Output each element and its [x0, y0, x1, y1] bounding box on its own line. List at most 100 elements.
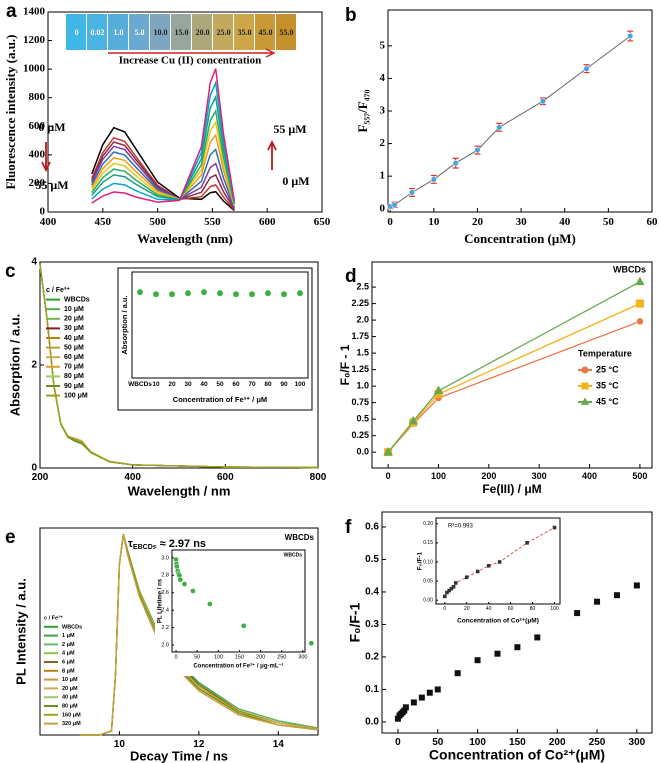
x-tick-label: 20 — [168, 381, 176, 388]
y-tick-label: 1400 — [23, 6, 46, 18]
y-tick-label: 0.20 — [423, 521, 433, 527]
panel-label: e — [5, 527, 16, 548]
x-tick-label: 200 — [32, 472, 49, 483]
annotation: 0 μM — [38, 120, 65, 134]
x-tick-label: 200 — [481, 471, 496, 481]
x-tick-label: 450 — [95, 216, 112, 228]
series-line — [91, 133, 236, 207]
data-point — [474, 657, 481, 664]
series-line — [387, 281, 641, 453]
legend-label: 35 °C — [596, 380, 619, 390]
data-point — [434, 686, 441, 693]
vial — [108, 14, 128, 50]
x-tick-label: 50 — [216, 381, 224, 388]
legend-label: 80 μM — [64, 373, 84, 380]
data-point — [264, 289, 272, 297]
x-tick-label: 50 — [432, 737, 444, 748]
vial — [213, 14, 233, 50]
data-point — [206, 601, 213, 607]
tau-symbol: τ — [128, 538, 133, 550]
data-point — [216, 289, 224, 297]
x-tick-label: 100 — [214, 655, 223, 661]
x-axis-label: Wavelength / nm — [128, 483, 231, 498]
x-tick-label: 150 — [235, 655, 244, 661]
x-tick-label: 250 — [277, 655, 286, 661]
data-point — [635, 299, 644, 308]
panel-label: f — [345, 517, 352, 538]
legend-marker — [580, 397, 590, 405]
y-axis-label: Absorption / a.u. — [120, 295, 129, 354]
y-tick-label: 0.00 — [423, 598, 433, 604]
x-axis-label: Concentration of Co²⁺(μM) — [457, 618, 539, 625]
plot-frame — [387, 9, 653, 213]
legend-label: 30 μM — [64, 325, 84, 332]
data-point — [433, 385, 444, 395]
legend-label: 70 μM — [64, 364, 84, 371]
y-tick-label: 1.0 — [356, 381, 369, 391]
x-tick-label: 400 — [40, 216, 57, 228]
x-tick-label: 70 — [248, 381, 256, 388]
y-axis-label: Fluorescence intensity (a.u.) — [3, 34, 18, 189]
data-point — [181, 581, 188, 587]
data-point — [410, 699, 417, 706]
data-point — [454, 670, 461, 677]
y-axis-label: F₀/F - 1 — [338, 344, 352, 385]
tau-subscript: EBCDs — [133, 544, 157, 551]
x-tick-label: 600 — [259, 216, 276, 228]
data-point — [442, 594, 447, 599]
inset-title: WBCDs — [284, 552, 303, 558]
data-point — [552, 525, 557, 530]
panel-label: b — [345, 5, 357, 26]
data-point — [451, 585, 456, 589]
vial-label: 0 — [75, 28, 79, 37]
vial-label: 0.02 — [91, 28, 105, 37]
x-tick-label: 300 — [532, 471, 547, 481]
series-line — [91, 145, 235, 209]
data-point — [497, 560, 502, 564]
x-axis-label: Concentration (μM) — [464, 231, 576, 246]
legend-label: 40 μM — [62, 695, 78, 701]
y-tick-label: 2.4 — [161, 608, 169, 614]
data-point — [525, 541, 529, 545]
annotation: 55 μM — [273, 122, 306, 136]
data-point — [474, 147, 481, 154]
vial — [150, 14, 170, 50]
x-tick-label: WBCDs — [128, 381, 152, 388]
data-point — [496, 124, 503, 131]
series-line — [39, 264, 319, 469]
data-point — [445, 590, 449, 595]
vial-label: 45.0 — [259, 28, 273, 37]
y-axis-label: F₀/F-1 — [347, 602, 363, 642]
panel-label: c — [5, 261, 16, 282]
legend-label: 90 μM — [64, 383, 84, 390]
legend-label: 60 μM — [64, 354, 84, 361]
x-axis-label: Concentration of Fe³⁺ / μg·mL⁻¹ — [193, 663, 283, 670]
y-tick-label: 1000 — [23, 63, 46, 75]
data-point — [280, 290, 288, 298]
x-tick-label: 80 — [264, 381, 272, 388]
y-axis-label: Absorption / a.u. — [7, 314, 22, 417]
y-tick-label: 3.0 — [161, 555, 169, 561]
legend-title: c / Fe³⁺ — [46, 287, 70, 294]
x-tick-label: 40 — [559, 216, 571, 228]
x-tick-label: 550 — [204, 216, 221, 228]
y-tick-label: 2.0 — [356, 314, 369, 324]
y-tick-label: 5 — [380, 39, 386, 51]
series-line — [79, 533, 319, 736]
plot-frame — [131, 271, 309, 379]
x-tick-label: 10 — [428, 216, 440, 228]
x-tick-label: 20 — [472, 216, 484, 228]
legend-label: 8 μM — [62, 668, 75, 674]
data-point — [449, 586, 454, 591]
x-tick-label: 14 — [273, 739, 285, 750]
data-point — [583, 65, 590, 72]
data-point — [594, 598, 601, 605]
panel-label: d — [345, 266, 357, 287]
y-tick-label: 0.1 — [365, 684, 379, 695]
data-point — [636, 317, 644, 326]
vial — [255, 14, 275, 50]
legend-label: WBCDs — [64, 296, 90, 303]
x-tick-label: 150 — [509, 737, 526, 748]
data-point — [452, 160, 459, 167]
